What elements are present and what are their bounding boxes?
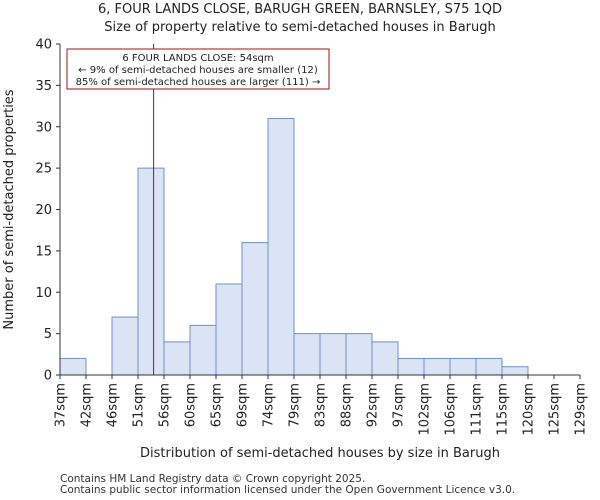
chart-title-line2: Size of property relative to semi-detach… — [104, 20, 496, 35]
histogram-bar — [267, 117, 295, 376]
histogram-bar — [397, 357, 425, 376]
x-tick-label: 42sqm — [80, 383, 95, 427]
x-tick-label: 111sqm — [470, 383, 485, 436]
annotation-line: 85% of semi-detached houses are larger (… — [76, 77, 321, 88]
x-tick-label: 92sqm — [366, 383, 381, 427]
annotation-box — [66, 48, 330, 90]
y-tick-label: 5 — [44, 327, 52, 342]
x-tick-label: 51sqm — [132, 383, 147, 427]
x-tick-label: 83sqm — [314, 383, 329, 427]
histogram-bar — [163, 341, 191, 376]
x-tick-label: 120sqm — [522, 383, 537, 436]
histogram-bar — [293, 333, 321, 376]
histogram-bar — [501, 366, 529, 376]
histogram-bar — [215, 283, 243, 376]
histogram-bar — [111, 316, 139, 376]
histogram-bar — [423, 357, 451, 376]
x-tick-label: 125sqm — [548, 383, 563, 436]
x-tick-label: 97sqm — [392, 383, 407, 427]
x-tick-label: 60sqm — [184, 383, 199, 427]
x-tick-label: 88sqm — [340, 383, 355, 427]
histogram-bar — [319, 333, 347, 376]
histogram-bar — [59, 357, 87, 376]
histogram-bar — [241, 242, 269, 376]
y-tick-label: 25 — [35, 162, 52, 177]
x-tick-label: 65sqm — [210, 383, 225, 427]
histogram-bar — [449, 357, 477, 376]
histogram-bar — [475, 357, 503, 376]
annotation-line: 6 FOUR LANDS CLOSE: 54sqm — [122, 53, 273, 64]
x-tick-label: 74sqm — [262, 383, 277, 427]
y-tick-label: 15 — [35, 244, 52, 259]
y-axis-label: Number of semi-detached properties — [2, 89, 17, 329]
y-tick-label: 40 — [35, 38, 52, 53]
y-tick-label: 10 — [35, 286, 52, 301]
chart-title-line1: 6, FOUR LANDS CLOSE, BARUGH GREEN, BARNS… — [97, 2, 503, 17]
x-tick-label: 106sqm — [444, 383, 459, 436]
annotation-line: ← 9% of semi-detached houses are smaller… — [78, 65, 318, 76]
x-axis-label: Distribution of semi-detached houses by … — [140, 446, 500, 461]
x-tick-label: 37sqm — [54, 383, 69, 427]
x-tick-label: 129sqm — [574, 383, 589, 436]
x-tick-label: 56sqm — [158, 383, 173, 427]
x-tick-label: 115sqm — [496, 383, 511, 436]
histogram-bar — [189, 324, 217, 376]
y-tick-label: 30 — [35, 120, 52, 135]
y-tick-label: 0 — [44, 369, 52, 384]
x-tick-label: 79sqm — [288, 383, 303, 427]
y-tick-label: 20 — [35, 203, 52, 218]
footer-line1: Contains HM Land Registry data © Crown c… — [60, 473, 366, 485]
x-tick-label: 69sqm — [236, 383, 251, 427]
x-tick-label: 102sqm — [418, 383, 433, 436]
x-tick-label: 46sqm — [106, 383, 121, 427]
histogram-chart: 0 5 10 15 20 25 30 35 40 37sqm 42sqm 46sqm 51sqm 56sq… — [2, 38, 589, 462]
histogram-bar — [371, 341, 399, 376]
histogram-bar — [345, 333, 373, 376]
y-tick-label: 35 — [35, 79, 52, 94]
footer-line2: Contains public sector information licen… — [60, 484, 516, 496]
histogram-bar — [137, 167, 165, 376]
